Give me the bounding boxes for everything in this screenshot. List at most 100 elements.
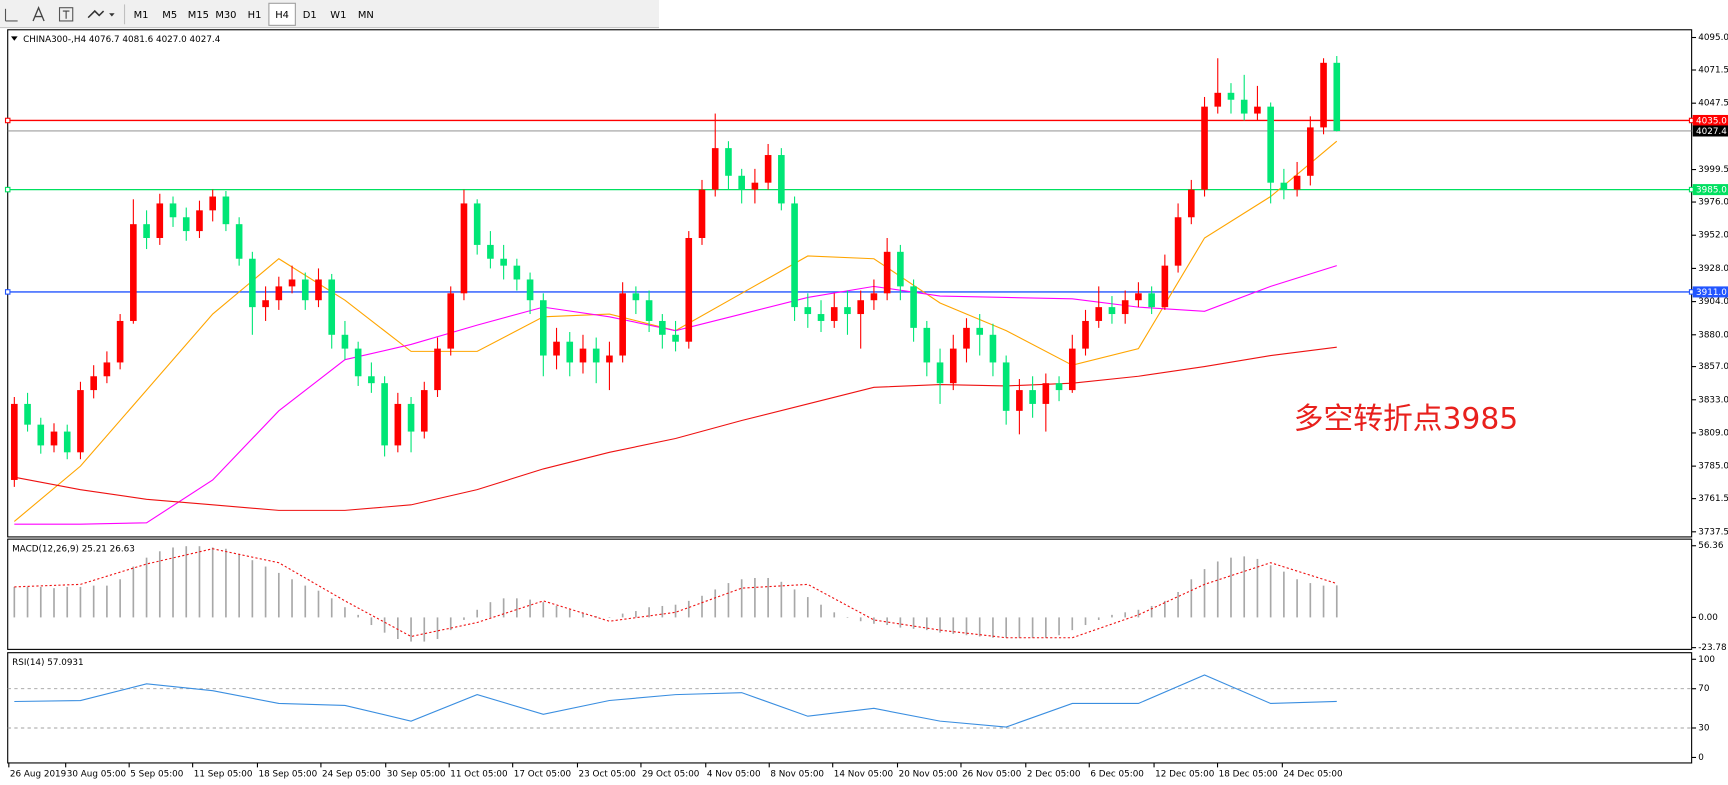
candle-body [500, 258, 507, 266]
candle-body [672, 334, 679, 342]
candle-body [526, 279, 534, 301]
macd-bar [859, 617, 862, 622]
timeframe-label[interactable]: M1 [134, 10, 149, 21]
candle-body [328, 279, 336, 335]
x-tick-label: 30 Aug 05:00 [67, 769, 127, 779]
candle-body [1068, 348, 1076, 391]
pane-title: CHINA300-,H4 4076.7 4081.6 4027.0 4027.4 [23, 35, 221, 45]
macd-bar [978, 617, 981, 637]
y-tick-label: 100 [1698, 655, 1715, 665]
macd-bar [1005, 617, 1007, 638]
x-tick-label: 29 Oct 05:00 [642, 769, 700, 779]
macd-bar [211, 547, 214, 618]
macd-bar [767, 577, 769, 618]
x-tick-label: 14 Nov 05:00 [834, 769, 894, 779]
macd-bar [238, 553, 240, 618]
candle-body [1227, 92, 1235, 100]
macd-bar [846, 617, 849, 618]
macd-bar [754, 577, 756, 618]
macd-bar [225, 548, 227, 618]
candle-body [513, 265, 521, 280]
candle-body [883, 251, 891, 294]
candle-body [1161, 265, 1169, 308]
timeframe-label[interactable]: H1 [248, 10, 262, 21]
timeframe-label[interactable]: M15 [188, 10, 209, 21]
macd-bar [886, 617, 888, 626]
macd-bar [370, 617, 373, 626]
macd-bar [291, 579, 293, 618]
macd-bar [992, 617, 994, 638]
candle-body [949, 348, 957, 384]
macd-bar [1256, 558, 1259, 618]
candle-body [182, 217, 190, 232]
candle-body [130, 224, 137, 321]
timeframe-label[interactable]: D1 [303, 10, 317, 21]
macd-bar [383, 617, 386, 633]
x-tick-label: 6 Dec 05:00 [1090, 769, 1144, 779]
timeframe-label[interactable]: M30 [215, 10, 236, 21]
y-tick-label: 4071.5 [1698, 66, 1728, 76]
level-handle [4, 117, 11, 124]
tool-text[interactable] [32, 5, 45, 22]
y-tick-label: 3785.0 [1698, 462, 1728, 472]
macd-bar [476, 609, 479, 618]
x-tick-label: 30 Sep 05:00 [387, 769, 446, 779]
candle-body [989, 334, 997, 363]
macd-bar [1230, 557, 1232, 618]
tool-shapes[interactable] [87, 9, 115, 19]
candle-body [910, 286, 917, 328]
timeframe-label[interactable]: W1 [330, 10, 346, 21]
macd-bar [820, 604, 822, 618]
macd-bar [198, 546, 201, 618]
candle-body [90, 376, 97, 391]
x-tick-label: 26 Nov 05:00 [962, 769, 1022, 779]
collapse-arrow [11, 36, 18, 41]
y-tick-label: 30 [1698, 723, 1710, 733]
macd-bar [714, 589, 717, 618]
x-tick-label: 17 Oct 05:00 [514, 769, 572, 779]
timeframe-button[interactable] [268, 2, 296, 26]
y-tick-label: 4095.0 [1698, 33, 1728, 43]
macd-bar [264, 566, 267, 618]
candle-body [1333, 62, 1341, 131]
macd-bar [185, 546, 188, 618]
macd-bar [1335, 585, 1338, 618]
candle-body [976, 327, 984, 335]
candle-body [381, 383, 388, 446]
annotation: 多空转折点3985 [1294, 402, 1518, 437]
macd-bar [542, 602, 545, 618]
macd-bar [1124, 612, 1127, 618]
y-tick-label: 0.00 [1698, 613, 1718, 623]
candle-body [1214, 92, 1222, 107]
pane-title: RSI(14) 57.0931 [12, 658, 84, 668]
x-tick-label: 5 Sep 05:00 [130, 769, 184, 779]
macd-signal [14, 548, 1337, 639]
macd-bar [806, 597, 809, 618]
macd-bar [1150, 605, 1153, 618]
candle-body [24, 403, 31, 425]
timeframe-label[interactable]: H4 [275, 10, 289, 21]
candle-body [235, 224, 243, 259]
candle-body [1280, 182, 1288, 190]
candle-body [791, 203, 798, 308]
macd-bar [436, 617, 439, 640]
x-tick-label: 24 Sep 05:00 [322, 769, 381, 779]
candle-body [778, 155, 785, 204]
macd-bar [1203, 569, 1206, 618]
macd-bar [529, 599, 531, 618]
candle-body [249, 258, 256, 308]
macd-bar [317, 590, 320, 618]
tool-label[interactable] [58, 7, 74, 22]
macd-bar [357, 614, 359, 618]
timeframe-label[interactable]: M5 [162, 10, 177, 21]
timeframe-label[interactable]: MN [358, 10, 374, 21]
macd-bar [26, 586, 29, 618]
tool-line[interactable] [4, 8, 18, 22]
candle-body [1095, 307, 1103, 321]
macd-bar [1309, 583, 1312, 618]
candle-body [1188, 189, 1195, 218]
candle-body [1029, 390, 1036, 404]
macd-bar [1177, 591, 1179, 618]
tool-icon [109, 13, 115, 17]
candle-body [447, 293, 455, 349]
